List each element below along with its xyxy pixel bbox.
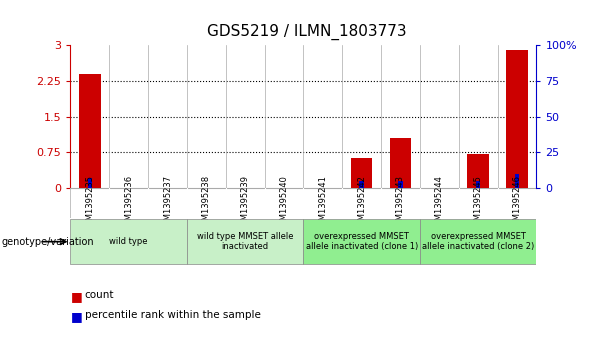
Bar (468, 154, 489, 188)
Bar (187, 219, 303, 264)
Bar (398, 181, 403, 188)
Text: GSM1395242: GSM1395242 (357, 175, 366, 231)
Text: percentile rank within the sample: percentile rank within the sample (85, 310, 261, 321)
Text: GSM1395244: GSM1395244 (435, 175, 444, 231)
Bar (390, 138, 411, 188)
Text: GSM1395236: GSM1395236 (124, 175, 133, 231)
Text: GSM1395237: GSM1395237 (163, 175, 172, 231)
Text: GSM1395246: GSM1395246 (512, 175, 522, 231)
Text: overexpressed MMSET
allele inactivated (clone 2): overexpressed MMSET allele inactivated (… (422, 232, 535, 251)
Text: GSM1395243: GSM1395243 (396, 175, 405, 231)
Text: ■: ■ (70, 310, 82, 323)
Bar (88, 178, 92, 188)
Text: genotype/variation: genotype/variation (1, 237, 94, 246)
Bar (476, 181, 481, 188)
Text: ■: ■ (70, 290, 82, 303)
Text: GSM1395239: GSM1395239 (241, 175, 249, 231)
Bar (79, 74, 101, 188)
Bar (359, 181, 364, 188)
Text: GSM1395235: GSM1395235 (85, 175, 94, 231)
Text: GSM1395241: GSM1395241 (318, 175, 327, 231)
Text: overexpressed MMSET
allele inactivated (clone 1): overexpressed MMSET allele inactivated (… (305, 232, 418, 251)
Text: GSM1395238: GSM1395238 (202, 175, 211, 231)
Text: GSM1395245: GSM1395245 (474, 175, 482, 231)
Text: GSM1395240: GSM1395240 (280, 175, 289, 231)
Bar (515, 174, 519, 188)
Bar (70, 219, 187, 264)
Text: wild type MMSET allele
inactivated: wild type MMSET allele inactivated (197, 232, 294, 251)
Bar (303, 219, 420, 264)
Bar (420, 219, 536, 264)
Bar (351, 158, 372, 188)
Text: GDS5219 / ILMN_1803773: GDS5219 / ILMN_1803773 (207, 24, 406, 40)
Text: wild type: wild type (110, 237, 148, 246)
Bar (506, 50, 528, 188)
Text: count: count (85, 290, 114, 301)
